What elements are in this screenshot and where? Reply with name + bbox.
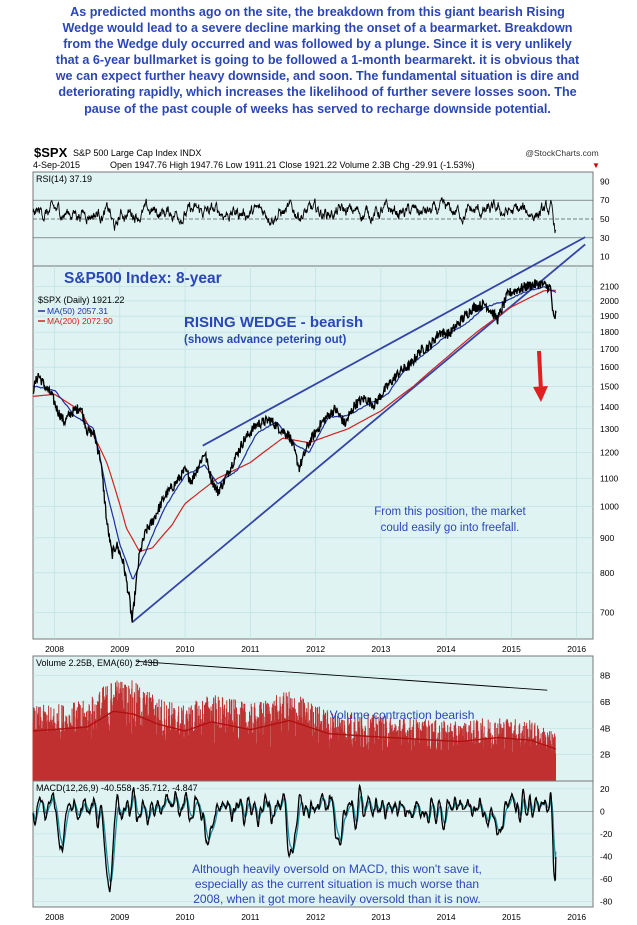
freefall-annotation-line2: could easily go into freefall. (381, 522, 520, 534)
price-tick-label: 900 (600, 533, 614, 543)
volume-bars (32, 680, 556, 781)
macd-xtick-label: 2010 (176, 912, 195, 922)
macd-tick-label: -20 (600, 829, 613, 839)
price-tick-label: 1500 (600, 381, 619, 391)
macd-xtick-label: 2012 (306, 912, 325, 922)
macd-xtick-label: 2013 (371, 912, 390, 922)
quote-line: Open 1947.76 High 1947.76 Low 1911.21 Cl… (110, 160, 475, 170)
price-xtick-label: 2013 (371, 644, 390, 654)
price-tick-label: 1000 (600, 502, 619, 512)
macd-xtick-label: 2009 (110, 912, 129, 922)
volume-ema-line (32, 710, 557, 750)
macd-xtick-label: 2014 (437, 912, 456, 922)
price-xtick-label: 2012 (306, 644, 325, 654)
ma200-line (32, 289, 556, 552)
rsi-legend: RSI(14) 37.19 (36, 174, 92, 184)
wedge-subtitle: (shows advance petering out) (184, 334, 346, 346)
rsi-tick-label: 70 (600, 195, 610, 205)
price-xtick-label: 2009 (110, 644, 129, 654)
price-tick-label: 800 (600, 568, 614, 578)
price-tick-label: 1700 (600, 344, 619, 354)
price-tick-label: 1900 (600, 311, 619, 321)
copyright-label: @StockCharts.com (525, 148, 598, 158)
macd-annotation-line2: especially as the current situation is m… (195, 877, 479, 891)
wedge-title: RISING WEDGE - bearish (184, 314, 363, 331)
macd-tick-label: 0 (600, 806, 605, 816)
price-xtick-label: 2014 (437, 644, 456, 654)
freefall-annotation-line1: From this position, the market (374, 506, 526, 518)
price-tick-label: 1300 (600, 424, 619, 434)
volume-tick-label: 6B (600, 697, 611, 707)
macd-xtick-label: 2008 (45, 912, 64, 922)
commentary-text: As predicted months ago on the site, the… (55, 5, 580, 116)
rsi-tick-label: 10 (600, 252, 610, 262)
price-xtick-label: 2010 (176, 644, 195, 654)
macd-annotation-line3: 2008, when it got more heavily oversold … (193, 892, 481, 906)
price-tick-label: 1200 (600, 448, 619, 458)
volume-annotation: Volume contraction bearish (330, 708, 475, 722)
rsi-panel: 90 70 50 30 10 RSI(14) 37.19 (32, 171, 610, 267)
macd-xtick-label: 2016 (567, 912, 586, 922)
rsi-tick-label: 90 (600, 176, 610, 186)
price-legend: $SPX (Daily) 1921.22 MA(50) 2057.31 MA(2… (38, 295, 125, 326)
volume-legend: Volume 2.25B, EMA(60) 2.43B (36, 658, 159, 668)
price-tick-label: 700 (600, 607, 614, 617)
macd-line (32, 783, 557, 893)
chart-symbol: $SPX (34, 145, 68, 160)
price-xtick-label: 2015 (502, 644, 521, 654)
macd-xtick-label: 2015 (502, 912, 521, 922)
volume-tick-label: 8B (600, 671, 611, 681)
volume-tick-label: 2B (600, 750, 611, 760)
macd-xtick-label: 2011 (241, 912, 260, 922)
quote-arrow: ▼ (592, 161, 600, 170)
macd-legend: MACD(12,26,9) -40.558, -35.712, -4.847 (36, 783, 198, 793)
price-xtick-label: 2011 (241, 644, 260, 654)
macd-tick-label: -80 (600, 896, 613, 906)
legend-ma50: MA(50) 2057.31 (47, 306, 108, 316)
stock-chart: $SPX S&P 500 Large Cap Index INDX @Stock… (32, 145, 619, 922)
wedge-upper-line (202, 236, 586, 447)
chart-date: 4-Sep-2015 (33, 160, 80, 170)
price-tick-label: 1800 (600, 327, 619, 337)
price-tick-label: 1400 (600, 402, 619, 412)
macd-panel: 20 0 -20 -40 -60 -80 2008 2009 2010 2011 2012 2013… (32, 780, 613, 922)
price-tick-label: 1600 (600, 362, 619, 372)
price-xtick-label: 2008 (45, 644, 64, 654)
legend-ma200: MA(200) 2072.90 (47, 316, 113, 326)
wedge-lower-line (131, 243, 586, 624)
volume-tick-label: 4B (600, 723, 611, 733)
down-arrow-icon (533, 350, 548, 402)
macd-tick-label: -40 (600, 851, 613, 861)
price-tick-label: 2100 (600, 281, 619, 291)
volume-panel: 8B 6B 4B 2B Volume 2.25B, EMA(60) 2.43B Vol… (32, 655, 611, 782)
macd-tick-label: -60 (600, 874, 613, 884)
price-line (32, 278, 557, 623)
price-xtick-label: 2016 (567, 644, 586, 654)
price-panel: 2100 2000 1900 1800 1700 1600 1500 1400 1300 1200… (32, 236, 619, 654)
volume-trendline (136, 660, 548, 691)
macd-tick-label: 20 (600, 784, 610, 794)
price-tick-label: 1100 (600, 473, 619, 483)
chart-name: S&P 500 Large Cap Index INDX (73, 148, 201, 158)
legend-price: $SPX (Daily) 1921.22 (38, 295, 125, 305)
price-tick-label: 2000 (600, 296, 619, 306)
macd-annotation-line1: Although heavily oversold on MACD, this … (192, 862, 482, 876)
rsi-tick-label: 50 (600, 214, 610, 224)
rsi-line (32, 196, 557, 234)
index-label: S&P500 Index: 8-year (64, 270, 222, 287)
ma50-line (32, 286, 557, 580)
rsi-tick-label: 30 (600, 233, 610, 243)
